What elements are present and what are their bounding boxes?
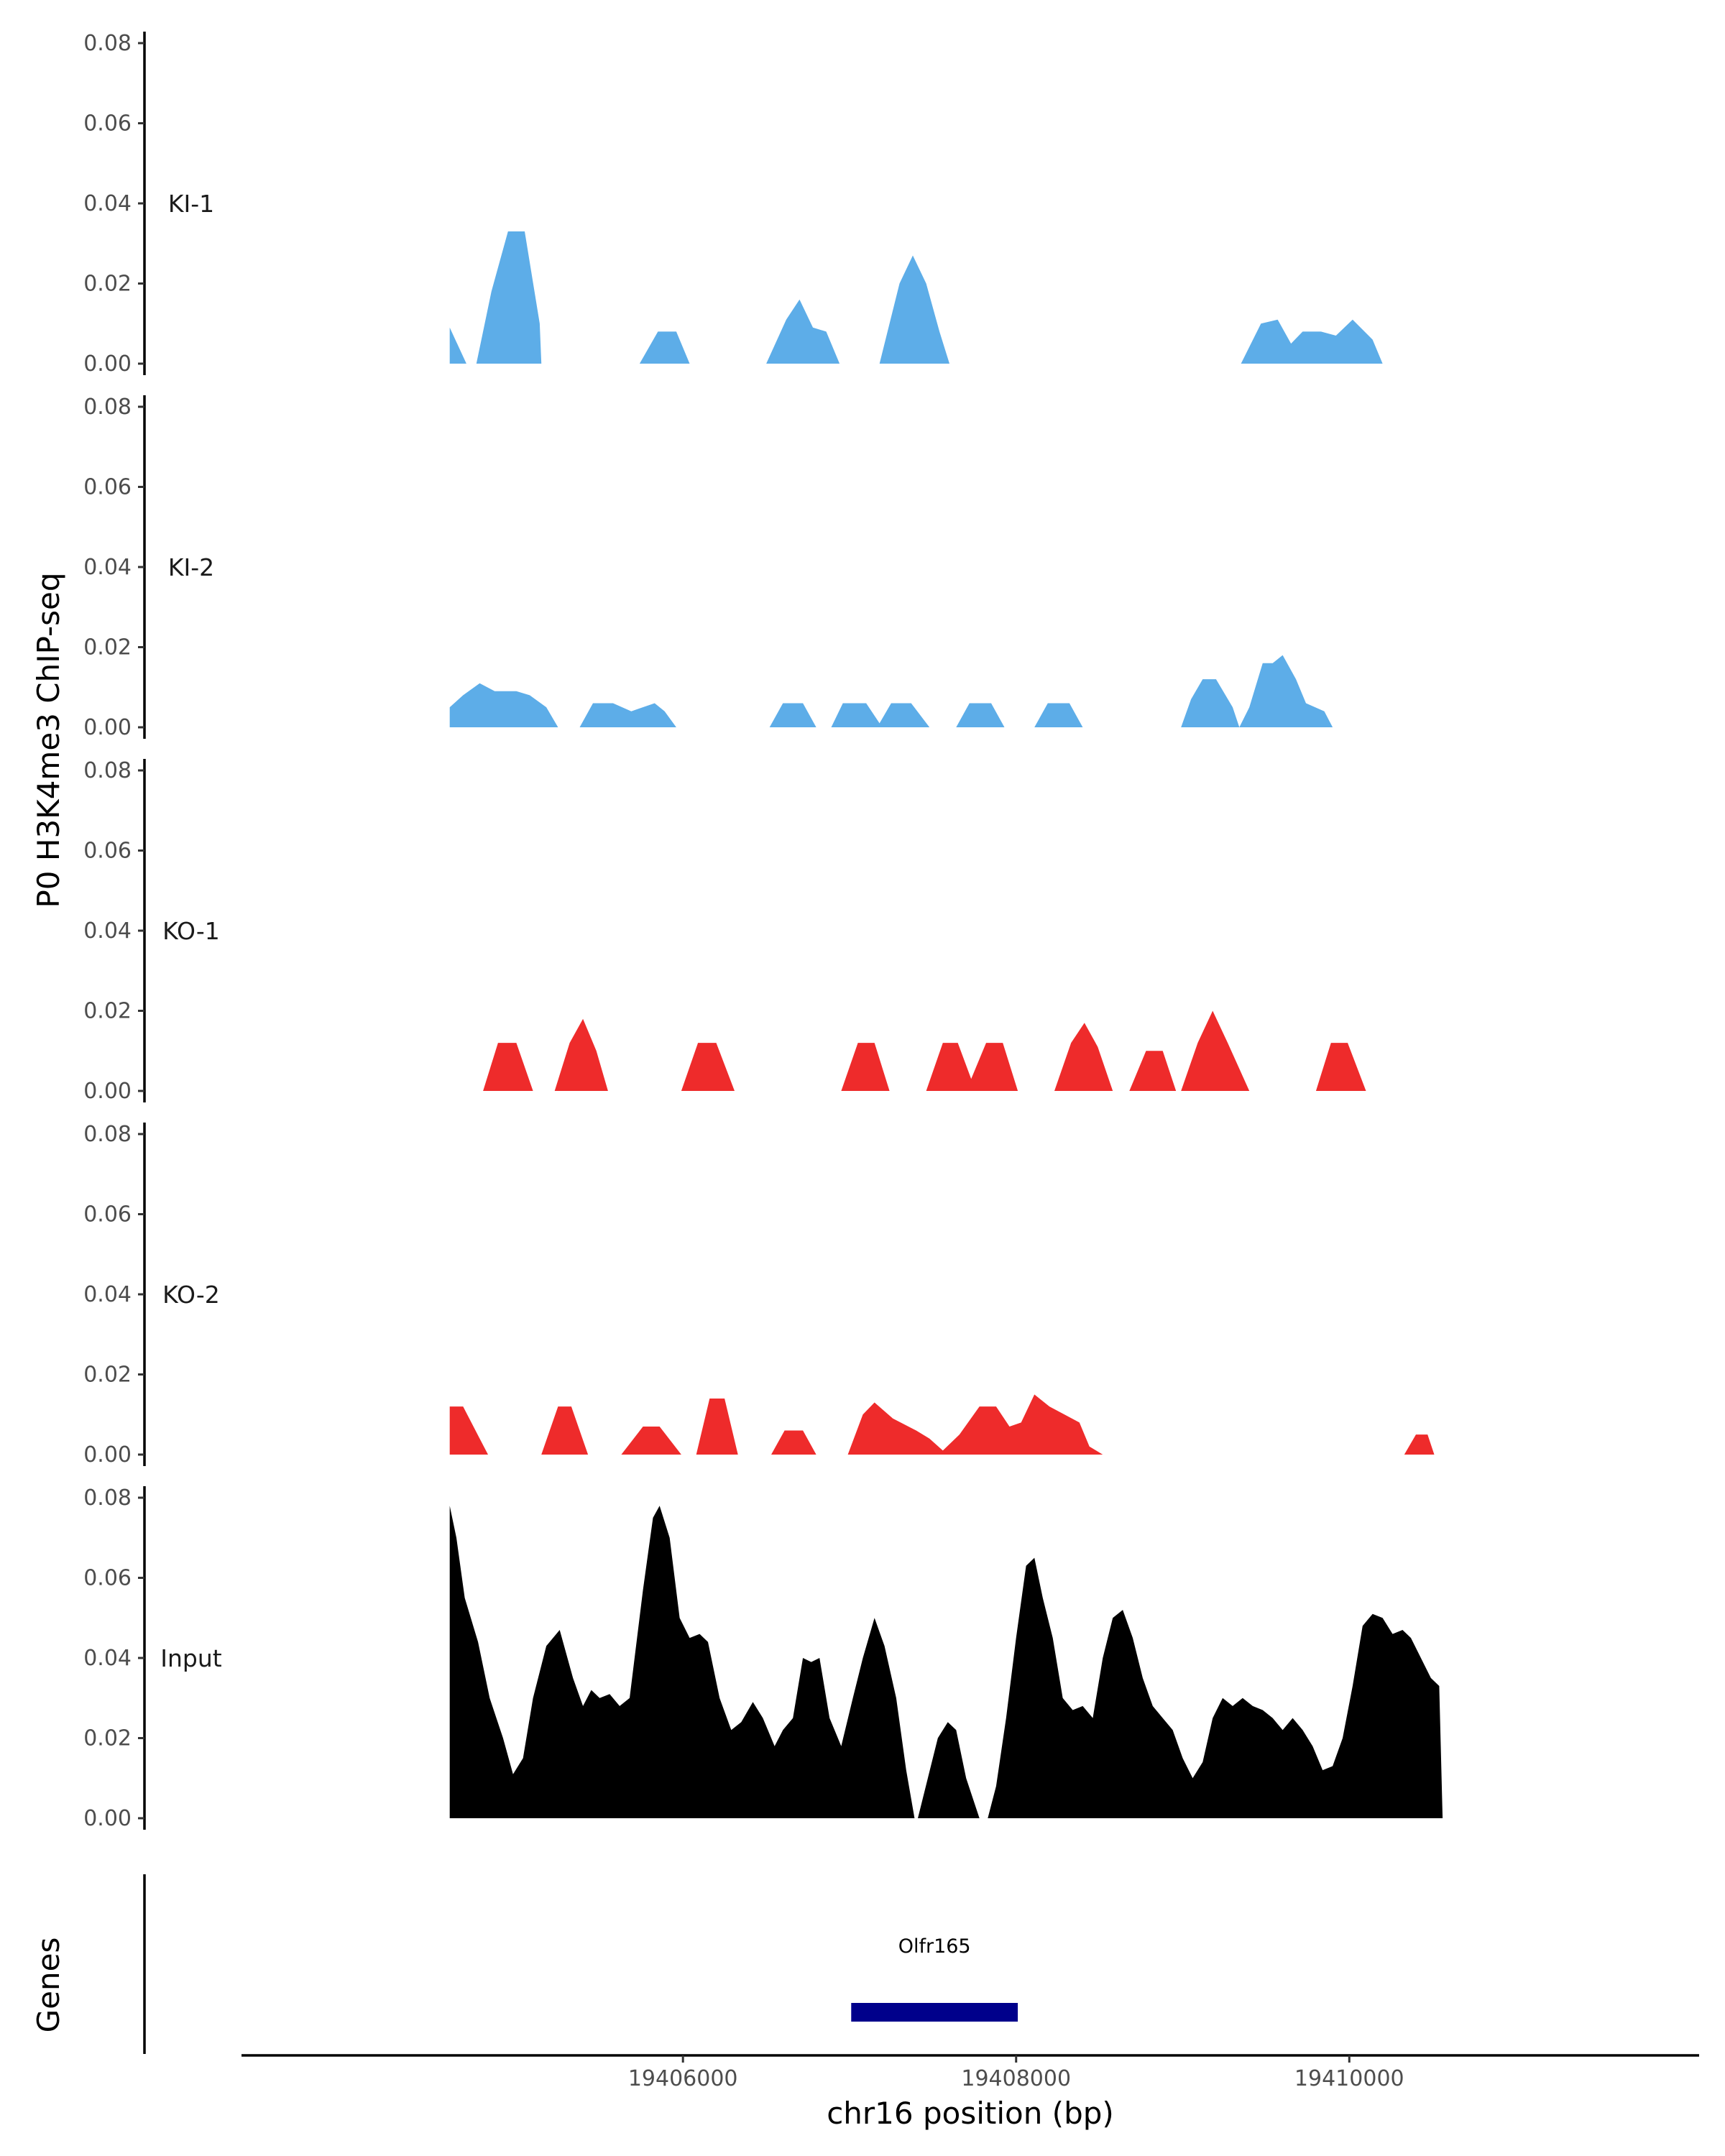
- signal-peak: [926, 1043, 1018, 1091]
- x-axis: 19406000 19408000 19410000: [242, 2054, 1699, 2091]
- signal-peak: [771, 1430, 816, 1455]
- signal-peak: [841, 1043, 890, 1091]
- signal-peak: [541, 1406, 589, 1455]
- track-ko-1: 0.00 0.02 0.04 0.06 0.08 KO-1: [83, 758, 1366, 1104]
- y-tick-label: 0.00: [83, 1806, 132, 1831]
- y-tick-label: 0.08: [83, 1485, 132, 1511]
- y-tick-label: 0.02: [83, 999, 132, 1024]
- y-tick-label: 0.02: [83, 1363, 132, 1388]
- track-ko-2: 0.00 0.02 0.04 0.06 0.08 KO-2: [83, 1122, 1435, 1468]
- y-tick-label: 0.08: [83, 1122, 132, 1147]
- y-axis-title: P0 H3K4me3 ChIP-seq: [31, 572, 66, 908]
- y-tick-label: 0.00: [83, 1079, 132, 1104]
- signal-peak: [1129, 1051, 1177, 1091]
- signal-peak: [879, 255, 949, 364]
- signal-peak: [483, 1043, 533, 1091]
- track-ki-2: 0.00 0.02 0.04 0.06 0.08 KI-2: [83, 395, 1333, 740]
- track-input: 0.00 0.02 0.04 0.06 0.08 Input: [83, 1485, 1443, 1831]
- x-tick-label: 19406000: [628, 2066, 738, 2091]
- track-label: Input: [160, 1644, 222, 1672]
- signal-peak: [1181, 655, 1333, 727]
- track-label: KO-2: [162, 1281, 220, 1309]
- track-ki-1: 0.00 0.02 0.04 0.06 0.08 KI-1: [83, 31, 1383, 377]
- signal-peak: [449, 1506, 915, 1818]
- signal-peak: [1054, 1023, 1113, 1091]
- gene-label: Olfr165: [898, 1935, 971, 1958]
- track-panels: 0.00 0.02 0.04 0.06 0.08 KI-1 0.00 0.02 0.04 0.06…: [83, 31, 1443, 1831]
- signal-peak: [847, 1394, 1103, 1455]
- signal-peak: [449, 683, 558, 727]
- signal-peak: [1404, 1434, 1435, 1455]
- y-tick-label: 0.02: [83, 635, 132, 660]
- track-label: KI-2: [168, 553, 214, 581]
- signal-peak: [681, 1043, 735, 1091]
- signal-peak: [621, 1427, 681, 1455]
- signal-peak: [1181, 1010, 1250, 1091]
- track-label: KI-1: [168, 190, 214, 218]
- y-tick-label: 0.00: [83, 1442, 132, 1468]
- signal-peak: [1034, 703, 1083, 727]
- y-tick-label: 0.06: [83, 111, 132, 137]
- signal-peak: [766, 299, 840, 364]
- x-tick-label: 19408000: [961, 2066, 1071, 2091]
- signal-peak: [988, 1557, 1443, 1818]
- y-tick-label: 0.02: [83, 272, 132, 297]
- y-tick-label: 0.06: [83, 839, 132, 864]
- gene-bar: [851, 2003, 1018, 2022]
- y-tick-label: 0.00: [83, 715, 132, 740]
- gene-panel: Olfr165: [143, 1874, 1018, 2054]
- y-tick-label: 0.04: [83, 555, 132, 580]
- signal-peak: [449, 1406, 488, 1455]
- signal-peak: [579, 703, 676, 727]
- y-tick-label: 0.06: [83, 1202, 132, 1227]
- signal-peak: [639, 331, 690, 364]
- x-axis-title: chr16 position (bp): [827, 2096, 1114, 2131]
- y-tick-label: 0.00: [83, 351, 132, 377]
- signal-peak: [1241, 319, 1383, 364]
- signal-peak: [831, 703, 930, 727]
- track-label: KO-1: [162, 917, 220, 945]
- y-tick-label: 0.08: [83, 758, 132, 783]
- y-tick-label: 0.06: [83, 1566, 132, 1591]
- y-tick-label: 0.08: [83, 31, 132, 56]
- signal-peak: [918, 1722, 980, 1818]
- signal-peak: [449, 327, 466, 364]
- y-tick-label: 0.04: [83, 918, 132, 944]
- y-tick-label: 0.04: [83, 191, 132, 216]
- y-tick-label: 0.08: [83, 395, 132, 420]
- signal-peak: [554, 1018, 608, 1091]
- y-tick-label: 0.06: [83, 475, 132, 500]
- x-tick-label: 19410000: [1294, 2066, 1404, 2091]
- signal-peak: [769, 703, 816, 727]
- signal-peak: [956, 703, 1005, 727]
- genes-axis-title: Genes: [31, 1938, 66, 2033]
- signal-peak: [1315, 1043, 1366, 1091]
- signal-peak: [696, 1399, 738, 1455]
- y-tick-label: 0.02: [83, 1726, 132, 1751]
- y-tick-label: 0.04: [83, 1282, 132, 1307]
- signal-peak: [476, 231, 542, 364]
- y-tick-label: 0.04: [83, 1646, 132, 1671]
